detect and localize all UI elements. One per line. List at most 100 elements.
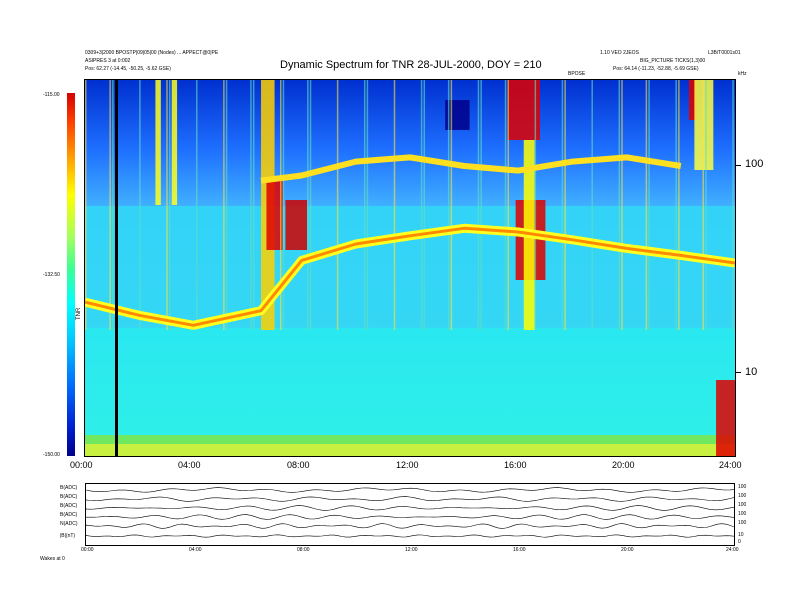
vertical-streak-37 xyxy=(250,80,252,330)
header-left-line3: Pos: 62.27 (-14.45, -50.25, -5.62 GSE) xyxy=(85,66,171,72)
footer-label: Wakes at 0 xyxy=(40,556,65,562)
vertical-streak-3 xyxy=(678,80,680,330)
burst-6 xyxy=(155,80,161,205)
vertical-streak-1 xyxy=(282,80,285,330)
plasma-line-core xyxy=(85,226,735,327)
x-tick-0: 00:00 xyxy=(70,460,93,470)
vertical-streak-25 xyxy=(477,80,480,330)
colorbar-tick-top: -115.00 xyxy=(43,92,60,98)
sub-x-tick-6: 24:00 xyxy=(726,547,739,553)
vertical-streak-22 xyxy=(534,80,537,330)
subpanel-tick-6b: 0 xyxy=(738,539,741,545)
subpanel-tick-3a: 100 xyxy=(738,502,747,508)
x-tick-6: 24:00 xyxy=(719,460,742,470)
vertical-streak-24 xyxy=(280,80,282,330)
vertical-streak-9 xyxy=(564,80,566,330)
vertical-streak-19 xyxy=(591,80,593,330)
vertical-streak-11 xyxy=(309,80,312,330)
y-tickmark-10 xyxy=(735,372,741,373)
top-marker: BPOSE xyxy=(568,71,586,77)
vertical-streak-15 xyxy=(450,80,453,330)
subpanel-trace-4 xyxy=(85,514,735,520)
header-right-line3: Pos: 64.14 (-11.23, -52.88, -5.69 GSE) xyxy=(613,66,699,72)
colorbar-tick-bottom: -150.00 xyxy=(43,452,60,458)
header-right-line1: 1.10 VEO 2JEOS xyxy=(600,50,639,56)
subpanel-label-4: B(ADC) xyxy=(60,512,78,518)
subpanel-trace-5 xyxy=(85,523,735,529)
subpanel-label-6: |B|(nT) xyxy=(60,533,76,539)
burst-1 xyxy=(266,180,283,250)
vertical-streak-14 xyxy=(252,80,255,330)
burst-7 xyxy=(171,80,178,205)
subpanel-tick-5a: 100 xyxy=(738,520,747,526)
vertical-streak-18 xyxy=(393,80,396,330)
vertical-streak-16 xyxy=(648,80,650,330)
y-tick-10: 10 xyxy=(745,366,758,378)
y-tick-100: 100 xyxy=(745,158,764,170)
header-right-line2: BIG_PICTURE TICKS(1,3)00 xyxy=(640,58,706,64)
vertical-streak-30 xyxy=(166,80,168,330)
burst-3 xyxy=(507,80,540,140)
x-tick-5: 20:00 xyxy=(612,460,635,470)
vertical-streak-13 xyxy=(705,80,707,330)
subpanels-svg xyxy=(85,487,735,538)
vertical-streak-38 xyxy=(447,80,450,330)
vertical-streak-5 xyxy=(423,80,426,330)
vertical-streak-27 xyxy=(223,80,225,330)
spectrogram-svg xyxy=(85,80,735,456)
subpanel-label-2: B(ADC) xyxy=(60,494,78,500)
sub-x-tick-1: 04:00 xyxy=(189,547,202,553)
subpanel-trace-2 xyxy=(85,496,735,502)
vertical-streak-23 xyxy=(732,80,734,330)
colorbar xyxy=(67,93,75,456)
header-left-line1: 0309+3|2000 BPOSTP|09|05|00 (Nodes) ... … xyxy=(85,50,219,56)
sub-x-tick-3: 12:00 xyxy=(405,547,418,553)
vertical-streak-20 xyxy=(139,80,141,330)
x-tick-2: 08:00 xyxy=(287,460,310,470)
vertical-streak-31 xyxy=(363,80,366,330)
vertical-streak-7 xyxy=(168,80,171,330)
vertical-streak-29 xyxy=(618,80,621,330)
vertical-streak-36 xyxy=(702,80,704,330)
subpanel-tick-4a: 100 xyxy=(738,511,747,517)
subpanel-tick-2a: 100 xyxy=(738,493,747,499)
subpanel-trace-1 xyxy=(85,487,735,493)
subpanel-label-1: B(ADC) xyxy=(60,485,78,491)
vertical-streak-17 xyxy=(196,80,198,330)
subpanel-trace-6 xyxy=(85,534,735,538)
vertical-streak-2 xyxy=(480,80,482,330)
burst-10 xyxy=(716,380,735,456)
sub-x-tick-0: 00:00 xyxy=(81,547,94,553)
vertical-streak-35 xyxy=(504,80,507,330)
subpanels-frame xyxy=(85,483,735,546)
subpanel-tick-6a: 10 xyxy=(738,532,744,538)
top-right-unit: kHz xyxy=(738,71,747,77)
upper-cold-region xyxy=(85,80,735,206)
vertical-streak-4 xyxy=(225,80,228,330)
x-tick-1: 04:00 xyxy=(178,460,201,470)
burst-2 xyxy=(285,200,308,250)
y-tickmark-100 xyxy=(735,165,741,166)
header-right-line1b: L3B/T0001s01 xyxy=(708,50,741,56)
main-axes-frame xyxy=(84,79,736,457)
subpanel-tick-1a: 100 xyxy=(738,484,747,490)
vertical-streak-10 xyxy=(112,80,114,330)
burst-8 xyxy=(688,80,698,120)
colorbar-label: TNR xyxy=(76,307,82,320)
vertical-streak-0 xyxy=(85,80,87,330)
chart-title: Dynamic Spectrum for TNR 28-JUL-2000, DO… xyxy=(280,59,542,71)
sub-x-tick-5: 20:00 xyxy=(621,547,634,553)
sub-x-tick-2: 08:00 xyxy=(297,547,310,553)
low-band-yellow xyxy=(85,444,735,456)
vertical-streak-33 xyxy=(109,80,111,330)
x-tick-3: 12:00 xyxy=(396,460,419,470)
upper-band xyxy=(260,154,682,184)
vertical-streak-12 xyxy=(507,80,509,330)
vertical-streak-32 xyxy=(561,80,564,330)
vertical-streak-21 xyxy=(336,80,339,330)
vertical-streak-8 xyxy=(366,80,369,330)
header-left-line2: ASIPRES 3 at 0:002 xyxy=(85,58,131,64)
vertical-streak-39 xyxy=(645,80,648,330)
sub-x-tick-4: 16:00 xyxy=(513,547,526,553)
colorbar-tick-mid: -132.50 xyxy=(43,272,60,278)
